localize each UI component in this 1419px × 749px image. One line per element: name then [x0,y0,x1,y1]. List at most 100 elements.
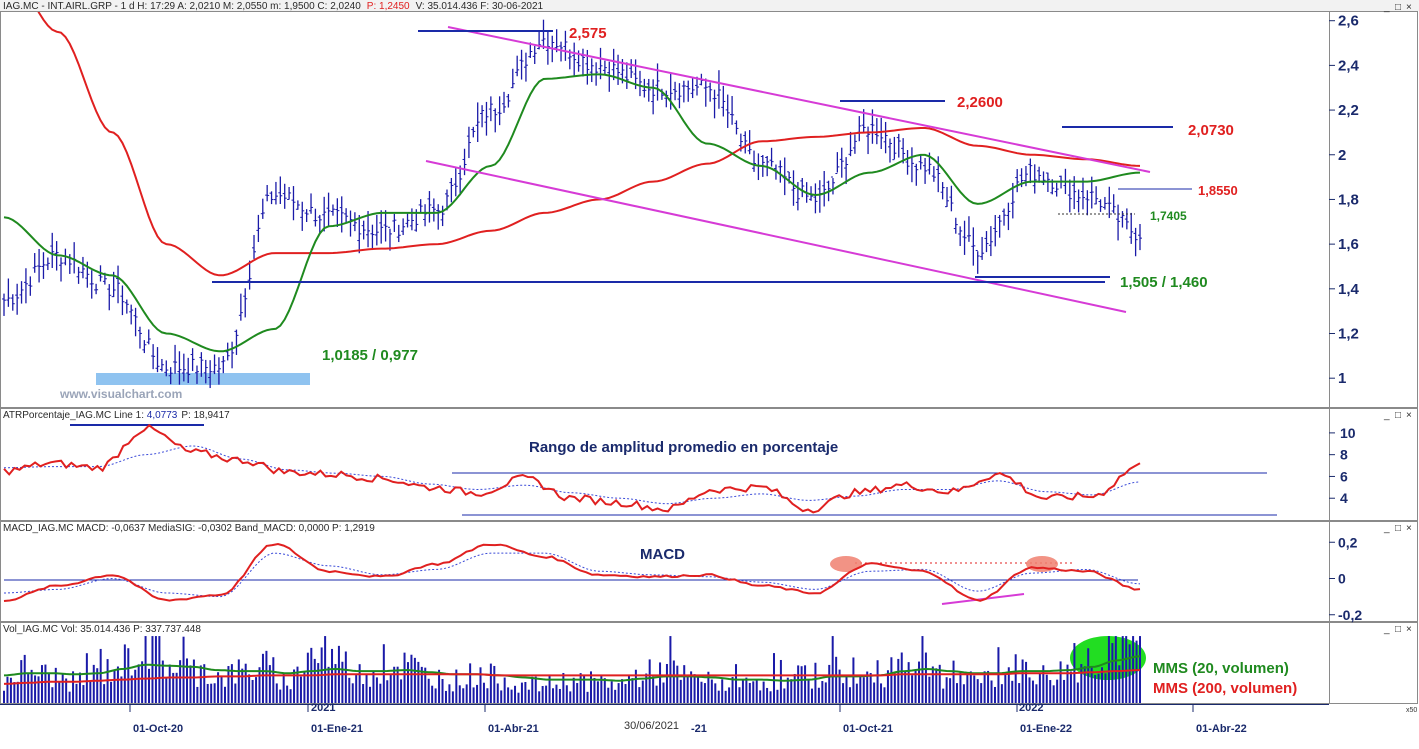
volume-bar [783,688,786,703]
volume-bar [44,664,47,703]
volume-bar [821,681,824,703]
volume-bar [693,674,696,703]
volume-bar [735,664,738,703]
volume-bar [800,666,803,703]
volume-bar [672,660,675,703]
volume-bar [1094,674,1097,703]
volume-bar [824,682,827,703]
volume-bar [562,672,565,703]
volume-bar [900,652,903,703]
volume-bar [403,652,406,703]
header-bar [0,0,1419,11]
volume-bar [227,666,230,703]
minimize-icon[interactable]: _ [1383,410,1390,421]
sma-long-line [37,12,1141,277]
volume-bar [82,685,85,703]
volume-bar [444,690,447,703]
volume-bar [880,683,883,703]
volume-bar [1018,683,1021,703]
x-tick-label: 01-Ene-22 [1020,723,1072,735]
maximize-icon[interactable]: □ [1395,2,1401,13]
volume-bar [458,685,461,703]
volume-bar [790,679,793,703]
volume-bar [189,665,192,703]
volume-bar [1114,636,1117,703]
volume-bar [372,670,375,703]
close-icon[interactable]: × [1406,410,1412,421]
volume-bar [241,668,244,703]
price-window-controls[interactable]: _ □ × [1383,2,1412,13]
volume-bar [759,690,762,703]
volume-bar [1066,664,1069,703]
volume-bar [120,676,123,703]
volume-bar [1014,654,1017,703]
maximize-icon[interactable]: □ [1395,410,1401,421]
volume-bar [289,689,292,703]
minimize-icon[interactable]: _ [1383,523,1390,534]
volume-bar [631,678,634,703]
close-icon[interactable]: × [1406,624,1412,635]
atr-window-controls[interactable]: _ □ × [1383,410,1412,421]
volume-bar [579,673,582,703]
volume-bar [424,667,427,703]
volume-bar [23,654,26,703]
volume-bar [268,665,271,703]
volume-bar [1011,680,1014,703]
header-p-value: P: 1,2450 [367,1,410,12]
volume-bar [1104,673,1107,703]
close-icon[interactable]: × [1406,523,1412,534]
volume-bar [1028,677,1031,703]
close-icon[interactable]: × [1406,2,1412,13]
volume-bar [438,669,441,703]
macd-window-controls[interactable]: _ □ × [1383,523,1412,534]
volume-bar [6,676,9,703]
volume-bar [617,683,620,703]
y-tick-label: 1,4 [1338,281,1360,298]
volume-window-controls[interactable]: _ □ × [1383,624,1412,635]
volume-bar [234,683,237,703]
volume-bar [987,670,990,703]
volume-bar [213,683,216,703]
volume-bar [1080,664,1083,703]
volume-bar [572,677,575,703]
volume-bar [479,667,482,703]
price-y-axis: 2,6 2,4 2,2 2 1,8 1,6 1,4 1,2 1 [1329,13,1360,387]
legend-mms200: MMS (200, volumen) [1153,680,1297,697]
maximize-icon[interactable]: □ [1395,624,1401,635]
volume-bar [669,636,672,703]
volume-bar [700,681,703,703]
volume-bar [755,680,758,703]
volume-bar [296,666,299,703]
volume-bar [306,652,309,703]
volume-bar [210,683,213,703]
x-axis: 2021 2022 01-Oct-20 01-Ene-21 01-Abr-21 … [129,702,1247,735]
volume-bar [565,685,568,703]
volume-bar [928,676,931,703]
volume-bar [931,666,934,703]
volume-bar [406,662,409,703]
volume-bar [762,681,765,703]
volume-bar [110,681,113,703]
volume-bar [728,687,731,703]
volume-bar [258,667,261,703]
volume-bar [413,657,416,703]
volume-bar [469,663,472,703]
minimize-icon[interactable]: _ [1383,2,1390,13]
volume-bar [369,686,372,703]
volume-bar [144,636,147,703]
volume-bar [1049,680,1052,703]
maximize-icon[interactable]: □ [1395,523,1401,534]
volume-bar [614,689,617,703]
volume-bar [552,688,555,703]
atr-header: ATRPorcentaje_IAG.MC Line 1: 4,0773 P: 18… [3,410,230,421]
volume-bar [1069,671,1072,703]
volume-bar [137,664,140,703]
volume-bar [652,676,655,703]
volume-bar [1038,672,1041,703]
volume-bar [427,678,430,703]
x-tick-label: 01-Abr-22 [1196,723,1247,735]
minimize-icon[interactable]: _ [1383,624,1390,635]
volume-bar [659,662,662,703]
volume-bar [914,669,917,703]
volume-bar [434,688,437,703]
